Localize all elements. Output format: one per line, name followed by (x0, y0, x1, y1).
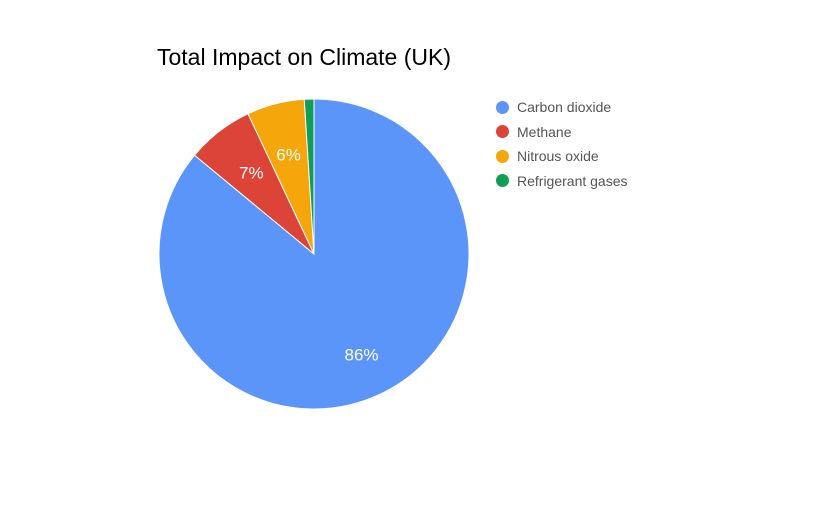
legend-label-methane: Methane (517, 123, 572, 140)
chart-title: Total Impact on Climate (UK) (157, 44, 451, 70)
legend-swatch-refrigerant-gases (496, 174, 509, 188)
pie-slice-labels: 86% 7% 6% (239, 145, 379, 364)
legend-item-methane[interactable]: Methane (496, 120, 628, 145)
slice-label-carbon-dioxide: 86% (345, 345, 379, 364)
pie-slices (158, 98, 470, 410)
slice-label-methane: 7% (239, 164, 264, 183)
legend-label-nitrous-oxide: Nitrous oxide (517, 148, 599, 165)
legend-swatch-methane (496, 125, 509, 139)
chart-legend: Carbon dioxide Methane Nitrous oxide Ref… (496, 95, 628, 193)
slice-label-nitrous-oxide: 6% (276, 145, 301, 164)
legend-item-carbon-dioxide[interactable]: Carbon dioxide (496, 95, 628, 120)
legend-swatch-carbon-dioxide (496, 100, 509, 114)
legend-label-carbon-dioxide: Carbon dioxide (517, 99, 612, 116)
legend-swatch-nitrous-oxide (496, 149, 509, 163)
pie-slice-refrigerant-gases[interactable] (303, 98, 315, 255)
legend-label-refrigerant-gases: Refrigerant gases (517, 172, 628, 189)
legend-item-nitrous-oxide[interactable]: Nitrous oxide (496, 144, 628, 169)
legend-item-refrigerant-gases[interactable]: Refrigerant gases (496, 169, 628, 194)
